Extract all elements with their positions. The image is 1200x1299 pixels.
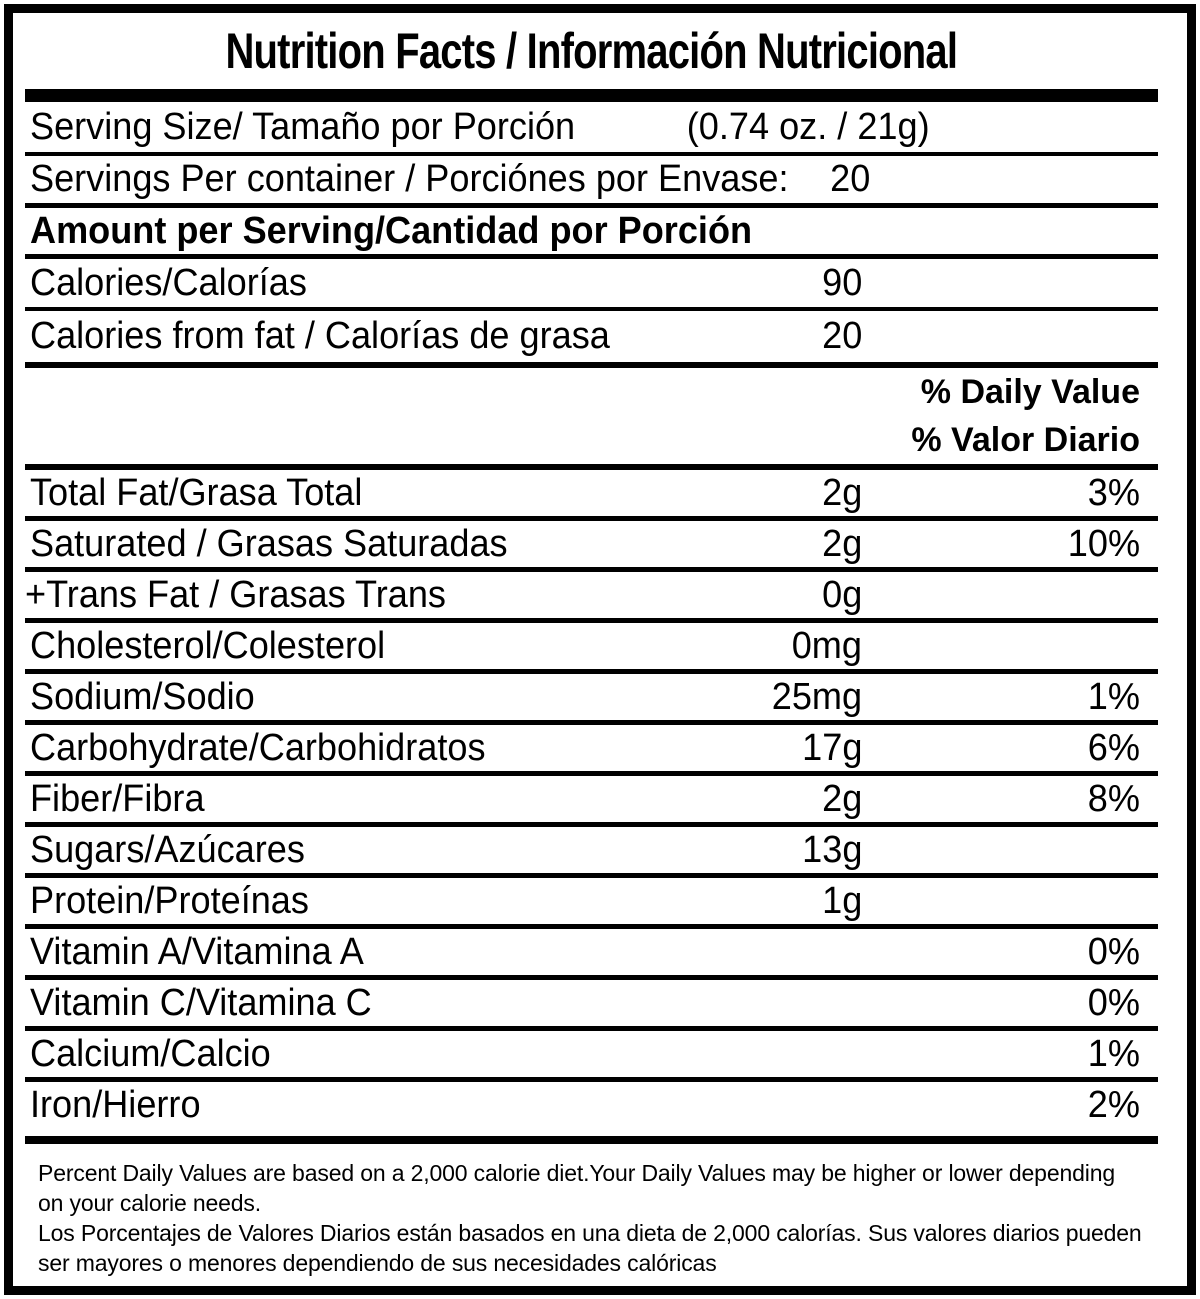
nutrient-amount: 2g <box>821 777 862 820</box>
divider <box>25 1026 1158 1031</box>
divider <box>25 924 1158 929</box>
nutrient-amount: 25mg <box>771 675 862 718</box>
divider <box>25 618 1158 623</box>
daily-value-header-en: % Daily Value <box>920 372 1140 411</box>
nutrient-percent: 2% <box>1087 1083 1140 1126</box>
nutrient-row-protein: Protein/Proteínas 1g <box>25 878 1158 924</box>
daily-value-header-block: % Daily Value % Valor Diario <box>25 368 1158 464</box>
nutrient-row-sodium: Sodium/Sodio 25mg 1% <box>25 674 1158 720</box>
divider <box>25 152 1158 156</box>
nutrient-label: Vitamin A/Vitamina A <box>30 930 364 973</box>
divider <box>25 307 1158 311</box>
footnote-english: Percent Daily Values are based on a 2,00… <box>38 1160 1115 1216</box>
label-content: Nutrition Facts / Información Nutriciona… <box>13 13 1187 1278</box>
divider <box>25 203 1158 208</box>
nutrient-percent: 10% <box>1067 522 1140 565</box>
divider <box>25 873 1158 878</box>
calories-row: Calories/Calorías 90 <box>25 259 1158 307</box>
nutrient-amount: 17g <box>801 726 862 769</box>
nutrient-row-total-fat: Total Fat/Grasa Total 2g 3% <box>25 470 1158 516</box>
footnote-block: Percent Daily Values are based on a 2,00… <box>25 1144 1158 1278</box>
servings-per-container-row: Servings Per container / Porciónes por E… <box>25 156 1158 203</box>
amount-per-serving-header: Amount per Serving/Cantidad por Porción <box>30 209 753 252</box>
divider <box>25 771 1158 776</box>
servings-per-container-value: 20 <box>830 158 871 200</box>
amount-per-serving-header-row: Amount per Serving/Cantidad por Porción <box>25 208 1158 254</box>
nutrient-amount: 0mg <box>791 624 862 667</box>
nutrient-percent: 0% <box>1087 930 1140 973</box>
divider <box>25 1077 1158 1082</box>
nutrient-amount: 2g <box>821 522 862 565</box>
nutrient-row-cholesterol: Cholesterol/Colesterol 0mg <box>25 623 1158 669</box>
nutrient-row-calcium: Calcium/Calcio 1% <box>25 1031 1158 1077</box>
nutrient-amount: 13g <box>801 828 862 871</box>
nutrient-percent: 1% <box>1087 675 1140 718</box>
nutrient-row-sugars: Sugars/Azúcares 13g <box>25 827 1158 873</box>
nutrition-facts-label: Nutrition Facts / Información Nutriciona… <box>4 4 1196 1295</box>
spacer <box>25 1128 1158 1136</box>
nutrient-row-fiber: Fiber/Fibra 2g 8% <box>25 776 1158 822</box>
divider <box>25 254 1158 259</box>
nutrient-label: Cholesterol/Colesterol <box>30 624 386 667</box>
nutrient-row-iron: Iron/Hierro 2% <box>25 1082 1158 1128</box>
nutrient-label: Carbohydrate/Carbohidratos <box>30 726 486 769</box>
servings-per-container-label: Servings Per container / Porciónes por E… <box>30 158 789 200</box>
nutrient-label: Iron/Hierro <box>30 1083 201 1126</box>
nutrient-amount: 1g <box>821 879 862 922</box>
nutrient-row-vitamin-c: Vitamin C/Vitamina C 0% <box>25 980 1158 1026</box>
nutrient-label: Total Fat/Grasa Total <box>30 471 363 514</box>
nutrient-label: Fiber/Fibra <box>30 777 205 820</box>
divider-thick-footer <box>25 1136 1158 1144</box>
divider <box>25 822 1158 827</box>
divider-thick <box>25 464 1158 470</box>
nutrient-label: Saturated / Grasas Saturadas <box>30 522 508 565</box>
nutrient-percent: 6% <box>1087 726 1140 769</box>
footnote-spanish: Los Porcentajes de Valores Diarios están… <box>38 1220 1142 1276</box>
calories-value: 90 <box>821 261 862 304</box>
nutrient-row-carbohydrate: Carbohydrate/Carbohidratos 17g 6% <box>25 725 1158 771</box>
divider-thick <box>25 362 1158 368</box>
nutrient-label: Calcium/Calcio <box>30 1032 271 1075</box>
divider <box>25 975 1158 980</box>
nutrient-row-trans-fat: +Trans Fat / Grasas Trans 0g <box>25 572 1158 618</box>
nutrient-percent: 3% <box>1087 471 1140 514</box>
nutrient-amount: 2g <box>821 471 862 514</box>
nutrient-amount: 0g <box>821 573 862 616</box>
nutrient-row-saturated-fat: Saturated / Grasas Saturadas 2g 10% <box>25 521 1158 567</box>
divider <box>25 567 1158 572</box>
daily-value-header-es: % Valor Diario <box>911 420 1140 459</box>
serving-size-label: Serving Size/ Tamaño por Porción <box>30 105 576 148</box>
nutrient-label: Vitamin C/Vitamina C <box>30 981 372 1024</box>
nutrient-percent: 8% <box>1087 777 1140 820</box>
nutrient-percent: 1% <box>1087 1032 1140 1075</box>
divider <box>25 720 1158 725</box>
calories-from-fat-label: Calories from fat / Calorías de grasa <box>30 315 610 357</box>
divider <box>25 669 1158 674</box>
nutrient-label: +Trans Fat / Grasas Trans <box>25 573 446 616</box>
label-title: Nutrition Facts / Información Nutriciona… <box>225 23 958 79</box>
nutrient-label: Sodium/Sodio <box>30 675 255 718</box>
calories-from-fat-row: Calories from fat / Calorías de grasa 20 <box>25 311 1158 362</box>
label-title-block: Nutrition Facts / Información Nutriciona… <box>25 13 1158 89</box>
calories-label: Calories/Calorías <box>30 261 307 304</box>
calories-from-fat-value: 20 <box>821 315 862 357</box>
serving-size-row: Serving Size/ Tamaño por Porción (0.74 o… <box>25 102 1158 152</box>
serving-size-value: (0.74 oz. / 21g) <box>687 105 930 148</box>
nutrient-percent: 0% <box>1087 981 1140 1024</box>
divider-thick-top <box>25 89 1158 102</box>
nutrient-label: Sugars/Azúcares <box>30 828 305 871</box>
nutrient-label: Protein/Proteínas <box>30 879 309 922</box>
nutrient-row-vitamin-a: Vitamin A/Vitamina A 0% <box>25 929 1158 975</box>
divider <box>25 516 1158 521</box>
